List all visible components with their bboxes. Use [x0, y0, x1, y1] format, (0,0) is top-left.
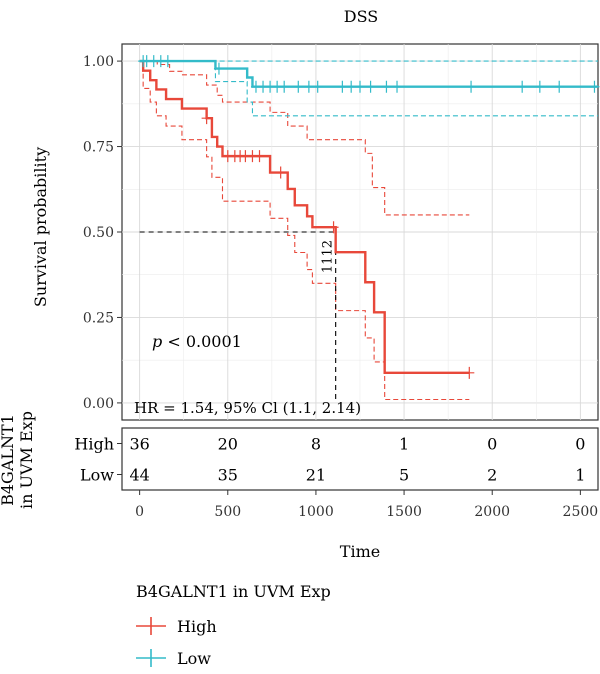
y-tick-label: 0.75 — [83, 140, 114, 156]
censor-mark-low — [337, 80, 348, 93]
y-tick-label: 0.00 — [83, 396, 114, 412]
risk-count: 1 — [575, 466, 585, 485]
censor-marks — [138, 55, 600, 379]
y-tick-label: 0.25 — [83, 310, 114, 326]
x-tick-label: 500 — [214, 504, 241, 520]
censor-mark-low — [381, 80, 392, 93]
legend-label-low: Low — [177, 649, 211, 668]
x-tick-label: 2500 — [563, 504, 599, 520]
censor-mark-high — [328, 221, 339, 234]
legend-key-high — [136, 617, 166, 635]
risk-count: 0 — [487, 435, 497, 454]
chart-title: DSS — [344, 7, 378, 26]
y-tick-label: 0.50 — [83, 225, 114, 241]
risk-table-title-line-1: B4GALNT1 — [0, 414, 17, 506]
legend-items: High Low — [136, 617, 217, 668]
risk-count: 20 — [218, 435, 238, 454]
censor-mark-low — [303, 80, 314, 93]
plot-panel: 1112 p < 0.0001 HR = 1.54, 95% Cl (1.1, … — [121, 43, 600, 421]
x-axis-label: Time — [340, 542, 380, 561]
x-tick-label: 1500 — [386, 504, 422, 520]
censor-mark-low — [534, 80, 545, 93]
x-tick-label: 1000 — [298, 504, 334, 520]
censor-mark-low — [589, 80, 600, 93]
x-tick-label: 0 — [135, 504, 144, 520]
legend-label-high: High — [177, 617, 217, 636]
x-axis: 0 500 1000 1500 2000 2500 — [135, 490, 598, 520]
censor-mark-low — [466, 80, 477, 93]
risk-row-label-low: Low — [80, 466, 114, 485]
p-value-text: p < 0.0001 — [152, 332, 242, 351]
risk-count: 2 — [487, 466, 497, 485]
risk-count: 1 — [399, 435, 409, 454]
curve-low — [139, 59, 598, 88]
legend-title: B4GALNT1 in UVM Exp — [136, 582, 331, 601]
y-axis: 0.00 0.25 0.50 0.75 1.00 — [83, 54, 122, 412]
risk-count: 36 — [129, 435, 149, 454]
censor-mark-low — [392, 80, 403, 93]
legend-key-low — [136, 649, 166, 667]
censor-mark-low — [312, 80, 323, 93]
risk-count: 5 — [399, 466, 409, 485]
censor-mark-low — [365, 80, 376, 93]
ci-lower-low — [139, 60, 598, 117]
x-tick-label: 2000 — [474, 504, 510, 520]
censor-mark-low — [162, 55, 173, 68]
legend: B4GALNT1 in UVM Exp High Low — [136, 582, 331, 668]
censor-mark-low — [355, 80, 365, 93]
censor-mark-low — [213, 62, 224, 75]
censor-mark-high — [275, 166, 286, 179]
median-lines — [139, 231, 337, 403]
risk-count: 44 — [129, 466, 149, 485]
censor-mark-high — [201, 112, 212, 125]
censor-mark-high — [254, 150, 265, 163]
risk-count: 21 — [306, 466, 326, 485]
censor-mark-high — [464, 366, 475, 379]
risk-table-border — [121, 427, 599, 491]
y-axis-label: Survival probability — [31, 147, 50, 307]
risk-table-title-line-2: in UVM Exp — [17, 411, 36, 509]
censor-mark-low — [517, 80, 528, 93]
risk-count: 8 — [311, 435, 321, 454]
risk-count: 35 — [218, 466, 238, 485]
censor-mark-low — [293, 80, 304, 93]
censor-mark-low — [279, 80, 290, 93]
risk-count: 0 — [575, 435, 585, 454]
risk-row-label-high: High — [74, 435, 114, 454]
median-label: 1112 — [321, 240, 336, 273]
censor-mark-low — [554, 80, 565, 93]
censor-mark-low — [346, 80, 357, 93]
ci-upper-high — [139, 60, 470, 216]
hazard-ratio-text: HR = 1.54, 95% Cl (1.1, 2.14) — [134, 399, 361, 417]
risk-table-title: B4GALNT1in UVM Exp — [0, 411, 36, 509]
y-tick-label: 1.00 — [83, 54, 114, 70]
p-value-value: < 0.0001 — [162, 332, 242, 351]
p-value-symbol: p — [152, 332, 162, 351]
